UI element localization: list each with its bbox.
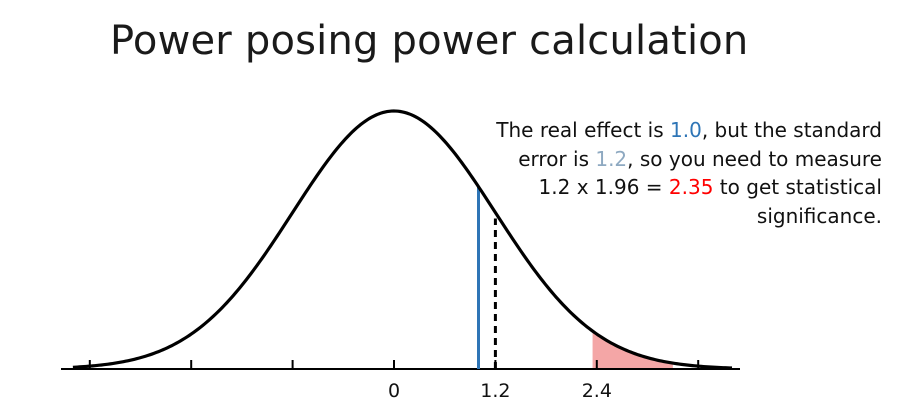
annotation-text-part: to get statistical <box>713 175 882 199</box>
annotation-line-1: The real effect is 1.0, but the standard <box>462 116 882 145</box>
annotation-text: The real effect is 1.0, but the standard… <box>462 116 882 230</box>
x-tick-labels: 0 1.2 2.4 <box>388 380 612 402</box>
annotation-text-part: , but the standard <box>701 118 882 142</box>
annotation-line-2: error is 1.2, so you need to measure <box>462 145 882 174</box>
annotation-text-part: error is <box>518 146 596 171</box>
normal-curve <box>72 109 733 370</box>
annotation-text-part: The real effect is <box>496 118 670 142</box>
annotation-line-3: 1.2 x 1.96 = 2.35 to get statistical <box>462 173 882 202</box>
real-effect-value: 1.0 <box>670 118 702 142</box>
slide-title: Power posing power calculation <box>110 18 749 64</box>
x-tick-label: 1.2 <box>480 380 510 402</box>
standard-error-value: 1.2 <box>595 146 628 171</box>
x-tick-label: 2.4 <box>582 380 612 402</box>
annotation-line-4: significance. <box>756 203 882 228</box>
significance-region <box>592 331 673 369</box>
x-tick-label: 0 <box>388 380 400 402</box>
threshold-value: 2.35 <box>668 175 714 199</box>
annotation-text-part: , so you need to measure <box>627 146 882 171</box>
annotation-text-part: 1.2 x 1.96 = <box>538 175 669 199</box>
